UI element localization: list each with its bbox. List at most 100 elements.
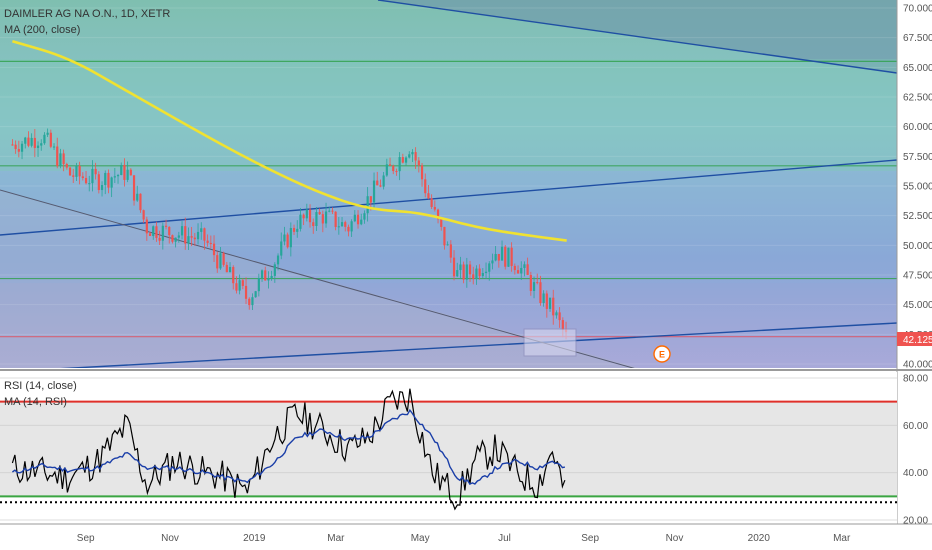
candle-body xyxy=(491,260,494,264)
candle-body xyxy=(436,209,440,220)
candle-body xyxy=(206,240,209,243)
candle-body xyxy=(292,227,296,232)
candle-body xyxy=(318,212,321,215)
price-tick-label: 40.000 xyxy=(903,360,932,371)
trendline-lower[interactable] xyxy=(0,322,897,372)
rsi-tick-label: 80.00 xyxy=(903,374,928,385)
candle-body xyxy=(289,227,292,248)
candle-body xyxy=(507,247,510,267)
candle-body xyxy=(481,272,484,277)
candle-body xyxy=(132,175,136,201)
candle-body xyxy=(424,179,427,194)
candle-body xyxy=(228,266,232,273)
candle-body xyxy=(120,164,123,176)
price-tick-label: 45.000 xyxy=(903,300,932,311)
candle-body xyxy=(401,157,404,163)
rsi-gridlines xyxy=(0,377,897,521)
candle-body xyxy=(46,132,49,135)
candle-body xyxy=(177,235,180,238)
earnings-marker[interactable]: E xyxy=(653,345,671,363)
candle-body xyxy=(478,268,481,277)
time-axis[interactable] xyxy=(0,524,932,550)
time-label: May xyxy=(411,533,430,544)
candle-body xyxy=(196,231,200,240)
candle-body xyxy=(427,193,430,199)
candle-body xyxy=(113,176,116,178)
price-axis[interactable] xyxy=(897,0,932,368)
candle-body xyxy=(52,146,56,148)
candle-body xyxy=(417,160,420,166)
trendline-middle[interactable] xyxy=(0,159,897,236)
candle-body xyxy=(33,137,36,148)
candle-body xyxy=(168,226,171,236)
candle-body xyxy=(276,255,280,265)
candle-body xyxy=(155,226,158,238)
selection-box[interactable] xyxy=(523,328,577,357)
ma200-line[interactable] xyxy=(12,39,567,242)
rsi-ma-legend: MA (14, RSI) xyxy=(4,396,67,408)
rsi-axis[interactable] xyxy=(898,372,932,524)
candle-body xyxy=(273,264,276,276)
trendline-upper[interactable] xyxy=(377,0,897,74)
main-gridlines xyxy=(0,7,897,365)
candle-body xyxy=(312,222,315,227)
candle-body xyxy=(523,264,526,268)
candle-body xyxy=(142,210,145,220)
last-price-text: 42.125 xyxy=(903,335,932,346)
candle-body xyxy=(420,165,424,180)
candle-body xyxy=(254,291,257,298)
candle-body xyxy=(404,157,408,163)
candle-body xyxy=(200,228,203,232)
candle-body xyxy=(174,237,177,242)
candle-body xyxy=(337,226,340,228)
price-tick-label: 57.500 xyxy=(903,152,932,163)
time-labels: Sep Nov 2019 Mar May Jul Sep Nov 2020 Mar xyxy=(77,533,851,544)
candle-body xyxy=(78,165,81,177)
candle-body xyxy=(529,274,532,291)
candle-body xyxy=(219,253,222,269)
candle-body xyxy=(171,235,174,242)
candle-body xyxy=(43,134,46,144)
candle-body xyxy=(446,244,449,246)
candle-body xyxy=(241,280,244,286)
candle-body xyxy=(75,165,78,177)
candle-body xyxy=(158,237,161,241)
candle-body xyxy=(328,210,331,212)
rsi-tick-label: 60.00 xyxy=(903,421,928,432)
chart-title: DAIMLER AG NA O.N., 1D, XETR xyxy=(4,8,170,20)
candle-body xyxy=(110,177,113,188)
candle-body xyxy=(187,236,190,244)
candle-body xyxy=(494,254,497,261)
candle-body xyxy=(270,275,273,279)
candle-body xyxy=(94,168,97,175)
last-price-badge: 42.125 xyxy=(897,332,932,346)
candle-body xyxy=(126,169,129,180)
candle-body xyxy=(315,212,318,227)
candle-body xyxy=(203,228,206,241)
candle-body xyxy=(353,214,356,222)
candle-body xyxy=(184,226,187,244)
rsi-ma-line[interactable] xyxy=(11,408,566,485)
candle-body xyxy=(17,149,20,152)
candle-body xyxy=(267,278,270,281)
ma200-legend: MA (200, close) xyxy=(4,24,80,36)
candle-body xyxy=(257,278,260,292)
candle-body xyxy=(216,255,219,269)
rsi-legend: RSI (14, close) xyxy=(4,380,77,392)
candle-body xyxy=(308,209,312,223)
time-label: Nov xyxy=(666,533,684,544)
candle-body xyxy=(68,167,72,176)
candle-body xyxy=(331,210,334,212)
candle-body xyxy=(520,267,523,274)
candle-body xyxy=(40,143,43,146)
candle-body xyxy=(11,144,14,146)
candle-body xyxy=(366,196,369,214)
candle-body xyxy=(372,180,376,203)
rsi-line[interactable] xyxy=(11,388,566,511)
price-tick-label: 62.500 xyxy=(903,93,932,104)
candle-body xyxy=(302,214,305,219)
candle-body xyxy=(27,137,30,146)
candle-body xyxy=(232,266,235,284)
candle-body xyxy=(62,153,65,165)
candle-body xyxy=(449,244,452,258)
